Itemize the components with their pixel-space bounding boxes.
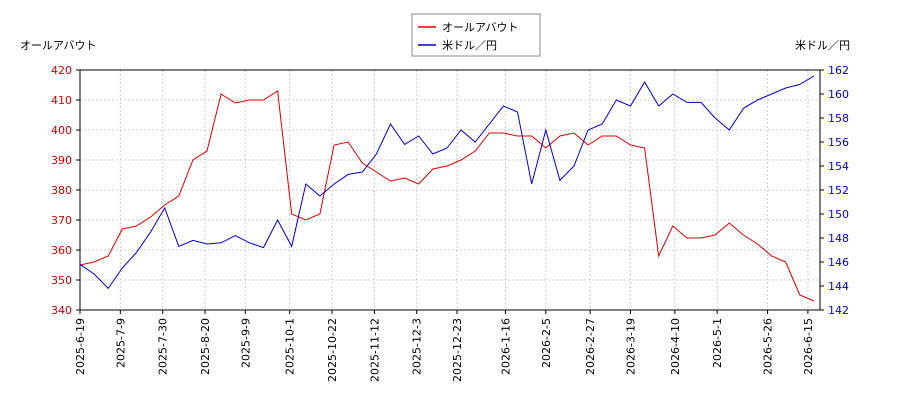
y-axis-label: オールアバウト	[20, 39, 97, 52]
x-tick-label: 2025-9-9	[239, 318, 252, 368]
x-tick-label: 2026-5-26	[762, 318, 775, 375]
y2-tick-label: 148	[828, 232, 849, 245]
legend-label: オールアバウト	[442, 21, 519, 34]
y-tick-label: 360	[51, 244, 72, 257]
x-tick-label: 2026-5-1	[711, 318, 724, 368]
y2-tick-label: 158	[828, 112, 849, 125]
x-tick-label: 2025-10-22	[326, 318, 339, 382]
y2-tick-label: 154	[828, 160, 849, 173]
x-tick-label: 2025-12-3	[411, 318, 424, 375]
x-tick-label: 2025-7-30	[157, 318, 170, 375]
y2-tick-label: 142	[828, 304, 849, 317]
y-tick-label: 340	[51, 304, 72, 317]
x-tick-label: 2025-6-19	[74, 318, 87, 375]
y2-axis-label: 米ドル／円	[795, 39, 850, 52]
y2-tick-label: 160	[828, 88, 849, 101]
x-tick-label: 2025-7-9	[114, 318, 127, 368]
y2-tick-label: 146	[828, 256, 849, 269]
plot-frame	[79, 69, 821, 311]
y2-tick-label: 162	[828, 64, 849, 77]
x-tick-label: 2026-3-19	[624, 318, 637, 375]
x-tick-label: 2026-1-16	[499, 318, 512, 375]
x-tick-label: 2026-6-15	[802, 318, 815, 375]
y-tick-label: 420	[51, 64, 72, 77]
y-tick-label: 370	[51, 214, 72, 227]
x-tick-label: 2025-8-20	[199, 318, 212, 375]
x-tick-label: 2026-2-5	[540, 318, 553, 368]
series-line	[79, 75, 815, 290]
legend-box	[411, 13, 541, 57]
x-tick-label: 2026-2-27	[584, 318, 597, 375]
series-line	[79, 90, 815, 302]
x-tick-label: 2025-10-1	[284, 318, 297, 375]
y-tick-label: 390	[51, 154, 72, 167]
y-tick-label: 350	[51, 274, 72, 287]
x-tick-label: 2025-11-12	[368, 318, 381, 382]
y-tick-label: 410	[51, 94, 72, 107]
x-tick-label: 2025-12-23	[451, 318, 464, 382]
y2-tick-label: 156	[828, 136, 849, 149]
y2-tick-label: 150	[828, 208, 849, 221]
legend-label: 米ドル／円	[442, 39, 497, 52]
x-tick-label: 2026-4-10	[669, 318, 682, 375]
y-tick-label: 380	[51, 184, 72, 197]
y2-tick-label: 152	[828, 184, 849, 197]
y2-tick-label: 144	[828, 280, 849, 293]
y-tick-label: 400	[51, 124, 72, 137]
